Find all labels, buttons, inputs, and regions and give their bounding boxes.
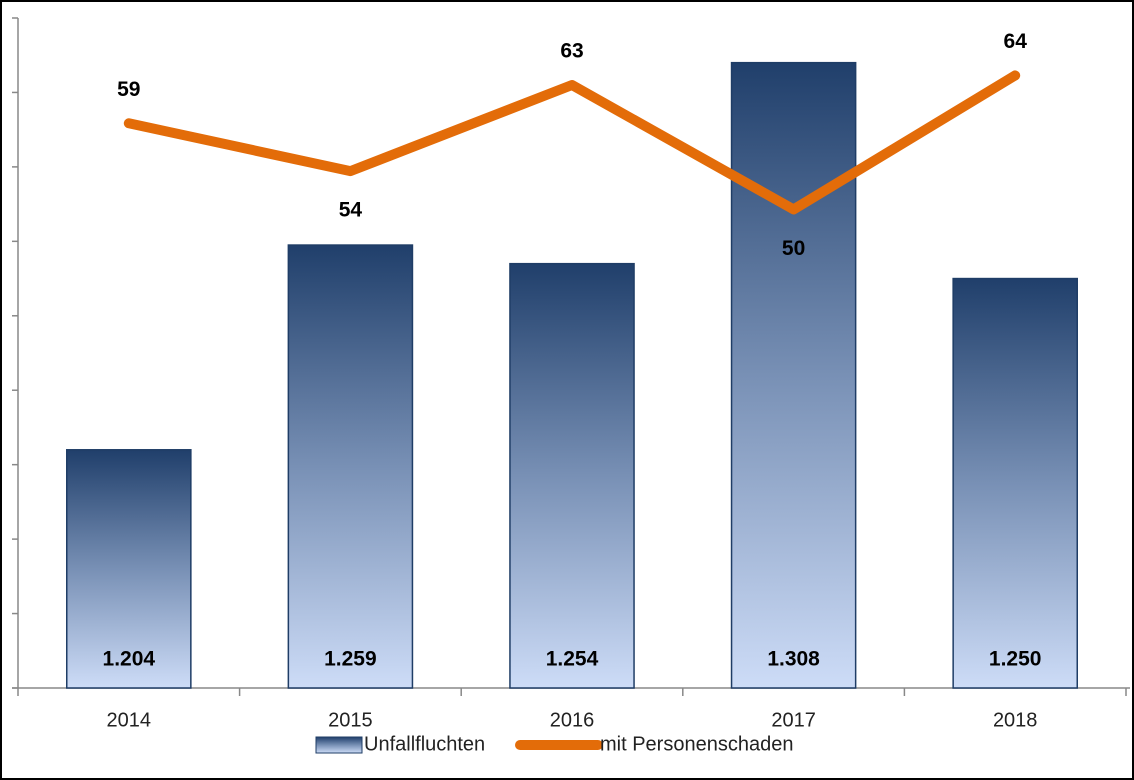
bar [730, 61, 857, 689]
bar [952, 277, 1078, 689]
line-value-label: 64 [1004, 30, 1028, 53]
legend-label: mit Personenschaden [600, 733, 793, 755]
bar-value-label: 1.250 [989, 648, 1042, 671]
bar [287, 244, 414, 689]
bar-value-label: 1.254 [546, 648, 599, 671]
bar [66, 449, 192, 689]
line [123, 70, 1021, 215]
bar-value-label: 1.259 [324, 648, 377, 671]
legend-swatch [315, 736, 363, 754]
line-value-label: 54 [339, 199, 363, 222]
line-value-label: 63 [560, 40, 583, 63]
line-value-label: 50 [782, 237, 805, 260]
bar-value-label: 1.308 [767, 648, 820, 671]
line-value-label: 59 [117, 78, 140, 101]
x-tick-label: 2015 [328, 709, 373, 731]
legend-label: Unfallfluchten [364, 733, 485, 755]
bar-value-label: 1.204 [103, 648, 156, 671]
x-tick-label: 2017 [771, 709, 816, 731]
x-tick-label: 2018 [993, 709, 1038, 731]
x-tick-label: 2016 [550, 709, 595, 731]
bar [509, 262, 635, 689]
x-tick-label: 2014 [107, 709, 152, 731]
